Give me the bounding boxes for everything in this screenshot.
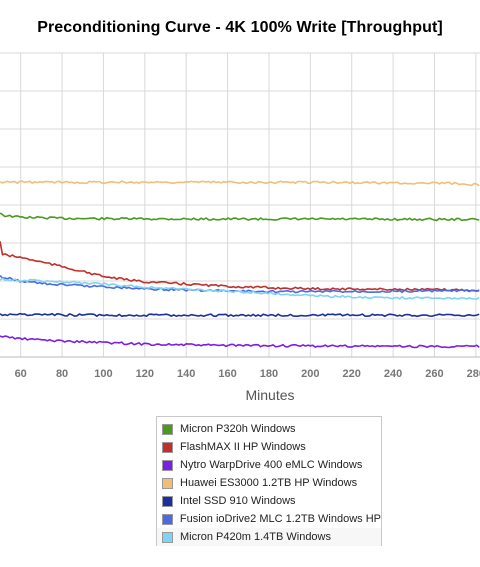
series-line-6 [0, 277, 480, 300]
legend-item-3[interactable]: Huawei ES3000 1.2TB HP Windows [157, 474, 381, 492]
legend-swatch-0 [162, 423, 173, 435]
legend: Micron P320h Windows FlashMAX II HP Windo… [156, 416, 382, 546]
series-line-4 [0, 312, 480, 318]
legend-item-0[interactable]: Micron P320h Windows [157, 420, 381, 438]
legend-swatch-3 [162, 477, 173, 489]
x-tick-label-9: 240 [384, 368, 402, 380]
x-tick-label-3: 120 [136, 368, 154, 380]
legend-swatch-6 [162, 531, 173, 543]
legend-item-4[interactable]: Intel SSD 910 Windows [157, 492, 381, 510]
x-tick-label-0: 60 [15, 368, 27, 380]
series-line-0 [0, 212, 480, 222]
x-tick-label-10: 260 [425, 368, 443, 380]
legend-swatch-1 [162, 441, 173, 453]
legend-label-0: Micron P320h Windows [180, 423, 296, 435]
legend-label-3: Huawei ES3000 1.2TB HP Windows [180, 477, 358, 489]
chart-title: Preconditioning Curve - 4K 100% Write [T… [37, 19, 443, 36]
x-tick-label-5: 160 [218, 368, 236, 380]
series-line-5 [0, 274, 480, 294]
legend-swatch-4 [162, 495, 173, 507]
legend-label-5: Fusion ioDrive2 MLC 1.2TB Windows HP [179, 513, 381, 525]
legend-item-1[interactable]: FlashMAX II HP Windows [157, 438, 381, 456]
legend-item-5[interactable]: Fusion ioDrive2 MLC 1.2TB Windows HP [157, 510, 381, 528]
x-tick-label-7: 200 [301, 368, 319, 380]
legend-swatch-5 [162, 513, 173, 525]
grid-lines [0, 52, 480, 358]
legend-swatch-2 [162, 459, 173, 471]
x-axis-label: Minutes [245, 387, 294, 403]
x-tick-label-2: 100 [94, 368, 112, 380]
legend-label-6: Micron P420m 1.4TB Windows [180, 531, 331, 543]
x-tick-label-4: 140 [177, 368, 195, 380]
legend-label-2: Nytro WarpDrive 400 eMLC Windows [180, 459, 363, 471]
x-tick-label-1: 80 [56, 368, 68, 380]
x-tick-label-11: 280 [467, 368, 480, 380]
legend-label-4: Intel SSD 910 Windows [180, 495, 296, 507]
legend-label-1: FlashMAX II HP Windows [180, 441, 306, 453]
series-line-2 [0, 335, 480, 349]
legend-item-2[interactable]: Nytro WarpDrive 400 eMLC Windows [157, 456, 381, 474]
series-line-1 [0, 241, 480, 292]
x-axis-ticks: 60 80 100 120 140 160 180 200 220 240 260 280 [15, 368, 480, 380]
x-tick-label-6: 180 [260, 368, 278, 380]
legend-item-6[interactable]: Micron P420m 1.4TB Windows [157, 528, 381, 546]
series-lines [0, 180, 480, 349]
x-tick-label-8: 220 [343, 368, 361, 380]
series-line-3 [0, 180, 480, 187]
